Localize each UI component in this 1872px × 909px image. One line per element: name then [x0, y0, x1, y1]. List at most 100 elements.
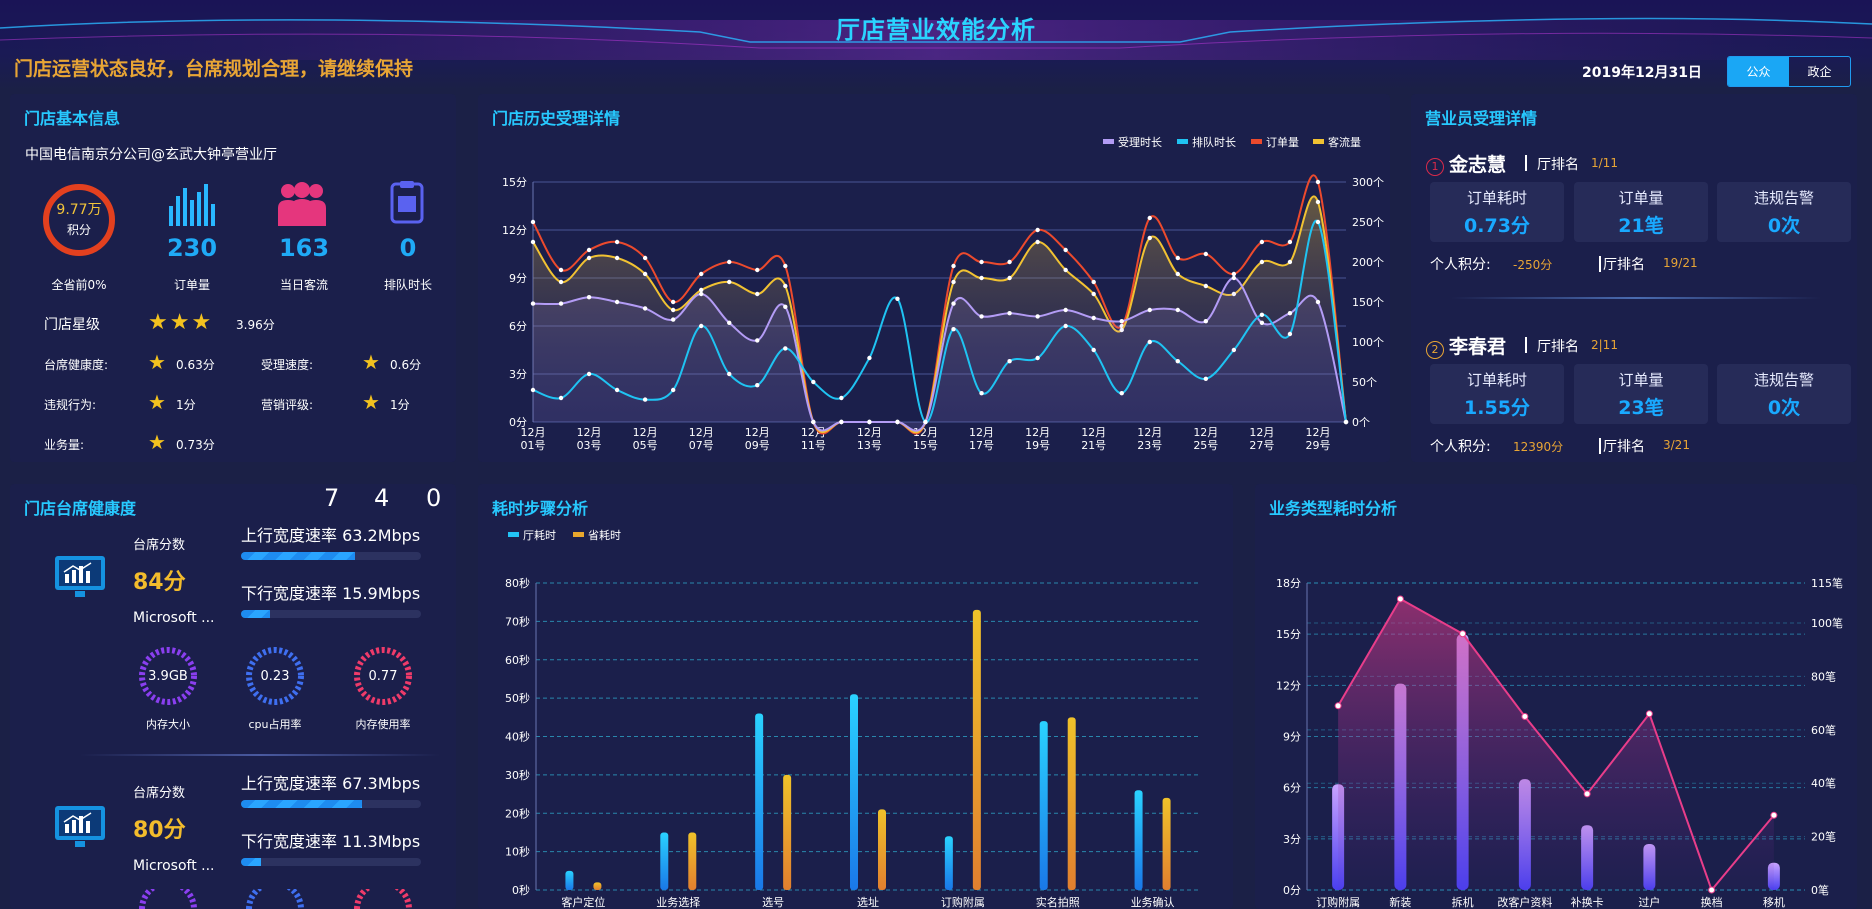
memory-gauge: [139, 647, 197, 705]
data-point: [642, 271, 648, 277]
x-tick-label: 拆机: [1452, 895, 1474, 909]
data-point: [642, 255, 648, 261]
memory-usage-gauge: [354, 647, 412, 705]
toggle-enterprise[interactable]: 政企: [1807, 65, 1832, 79]
upload-rate: 上行宽度速率 63.2Mbps: [241, 526, 421, 545]
data-point: [895, 296, 900, 301]
x-tick-label: 13号: [857, 439, 882, 452]
data-point: [951, 327, 956, 332]
metric-value: 1分: [390, 398, 410, 412]
data-point: [1259, 259, 1265, 265]
x-tick-label: 订购附属: [1316, 895, 1360, 909]
bar-fill: [241, 858, 262, 866]
x-tick-label: 12月: [1193, 426, 1218, 439]
data-point: [783, 263, 788, 269]
star-icon: ★: [169, 310, 192, 335]
cpu-gauge: [246, 647, 304, 705]
data-point: [614, 239, 620, 245]
data-point: [1343, 419, 1349, 425]
legend-swatch: [1177, 139, 1188, 144]
y2-tick-label: 115笔: [1811, 576, 1843, 590]
data-point: [839, 419, 844, 425]
x-tick-label: 12月: [633, 426, 658, 439]
bar-省耗时: [783, 774, 792, 890]
y2-tick-label: 200个: [1352, 256, 1384, 269]
data-point: [727, 259, 732, 265]
page-title: 厅店营业效能分析: [836, 16, 1036, 44]
x-tick-label: 17号: [969, 439, 994, 452]
divider-bar: [1525, 155, 1527, 171]
x-tick-label: 12月: [745, 426, 770, 439]
data-point: [1231, 291, 1237, 297]
desk-score: 80分: [133, 818, 186, 843]
legend-label: 客流量: [1328, 135, 1361, 149]
gauge-value: 0.23: [260, 669, 290, 684]
segment-toggle: 公众 政企: [1727, 56, 1851, 87]
bar-厅耗时: [565, 870, 574, 890]
metric-value: 0.6分: [390, 358, 422, 372]
score-caption: 全省前0%: [51, 278, 107, 292]
y-tick-label: 60秒: [505, 653, 530, 667]
data-point: [699, 291, 704, 297]
rank-value: 19/21: [1663, 256, 1698, 270]
x-tick-label: 过户: [1638, 895, 1660, 909]
bar-省耗时: [1162, 797, 1171, 890]
metric-value: 1分: [176, 398, 196, 412]
metric-label: 营销评级:: [261, 398, 314, 412]
x-tick-label: 选号: [762, 896, 784, 909]
x-tick-label: 选址: [857, 895, 879, 909]
series-line-客流量: [532, 195, 1347, 434]
x-tick-label: 12月: [521, 426, 546, 439]
count-line: [1337, 597, 1775, 892]
gauge-value: 3.9GB: [148, 669, 188, 684]
x-tick-label: 25号: [1193, 439, 1218, 452]
data-point: [867, 419, 872, 425]
x-tick-label: 业务选择: [656, 895, 700, 909]
y-tick-label: 6分: [509, 320, 527, 333]
upload-bar: [241, 800, 421, 808]
x-tick-label: 11号: [801, 439, 826, 452]
y-tick-label: 3分: [509, 368, 527, 381]
data-point: [1063, 247, 1068, 253]
data-point: [867, 355, 872, 361]
data-point: [558, 301, 564, 306]
download-rate: 下行宽度速率 11.3Mbps: [241, 832, 421, 851]
bar-省耗时: [972, 609, 981, 890]
line-area: [1338, 599, 1774, 890]
download-bar: [241, 610, 421, 618]
data-point: [699, 271, 704, 277]
data-point: [586, 295, 592, 300]
x-tick-label: 订购附属: [941, 895, 985, 909]
data-point: [839, 395, 844, 401]
data-point: [670, 307, 676, 313]
section-divider: [1451, 297, 1821, 299]
y-tick-label: 12分: [1276, 679, 1301, 692]
data-point: [1203, 283, 1209, 289]
counter-digit: 0: [426, 484, 442, 512]
data-point: [755, 291, 760, 297]
desk-health-panel: 门店台席健康度 7 4 0 台席分数 84分 Microsoft ... 上行宽…: [10, 484, 456, 909]
y-tick-label: 0秒: [512, 883, 530, 897]
y-tick-label: 0分: [1283, 884, 1301, 897]
queue-value: 0: [399, 234, 417, 262]
data-point: [1035, 314, 1040, 319]
download-bar: [241, 858, 421, 866]
star-value: 3.96分: [236, 318, 275, 332]
section-divider: [80, 754, 440, 756]
panel-title: 耗时步骤分析: [492, 499, 589, 518]
orders-value: 230: [166, 234, 218, 262]
bar-省耗时: [1067, 717, 1076, 890]
panel-title: 门店基本信息: [24, 109, 121, 128]
bar-chart-icon: [169, 184, 215, 226]
rank-badge: 1: [1426, 158, 1444, 176]
people-icon: [278, 182, 326, 226]
data-point: [1259, 312, 1265, 317]
stat-tile: 订单耗时 0.73分: [1430, 182, 1564, 242]
data-point: [1175, 359, 1180, 364]
bar-fill: [241, 552, 355, 560]
toggle-public[interactable]: 公众: [1728, 57, 1789, 86]
data-point: [1708, 886, 1716, 894]
metric-value: 0.73分: [176, 438, 215, 452]
x-tick-label: 03号: [577, 439, 602, 452]
data-point: [530, 219, 536, 225]
